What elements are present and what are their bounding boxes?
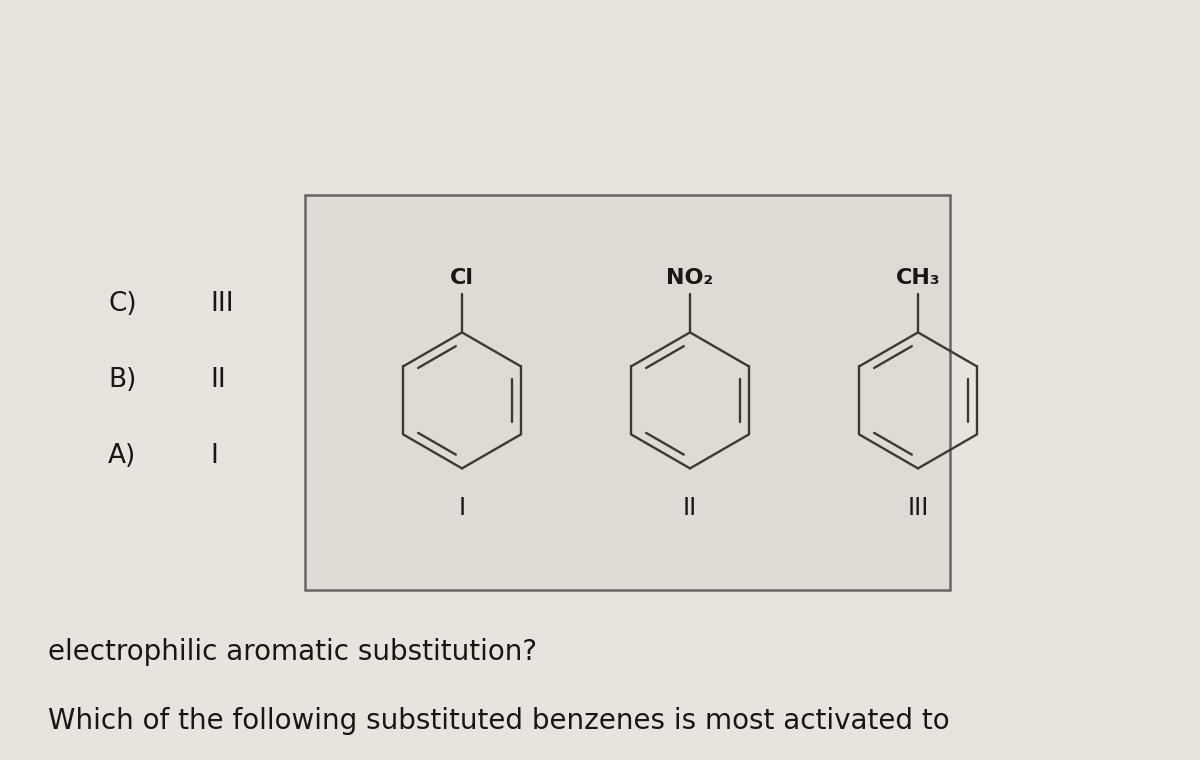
Text: II: II: [683, 496, 697, 521]
Text: Which of the following substituted benzenes is most activated to: Which of the following substituted benze…: [48, 707, 949, 735]
Text: II: II: [210, 367, 226, 393]
Text: I: I: [210, 443, 218, 469]
Text: CH₃: CH₃: [895, 268, 941, 288]
Text: III: III: [907, 496, 929, 521]
Bar: [305, 195, 950, 590]
Text: NO₂: NO₂: [666, 268, 714, 288]
Text: electrophilic aromatic substitution?: electrophilic aromatic substitution?: [48, 638, 538, 667]
Text: A): A): [108, 443, 137, 469]
Text: B): B): [108, 367, 137, 393]
Text: C): C): [108, 291, 137, 317]
Text: Cl: Cl: [450, 268, 474, 288]
Text: III: III: [210, 291, 234, 317]
Text: I: I: [458, 496, 466, 521]
